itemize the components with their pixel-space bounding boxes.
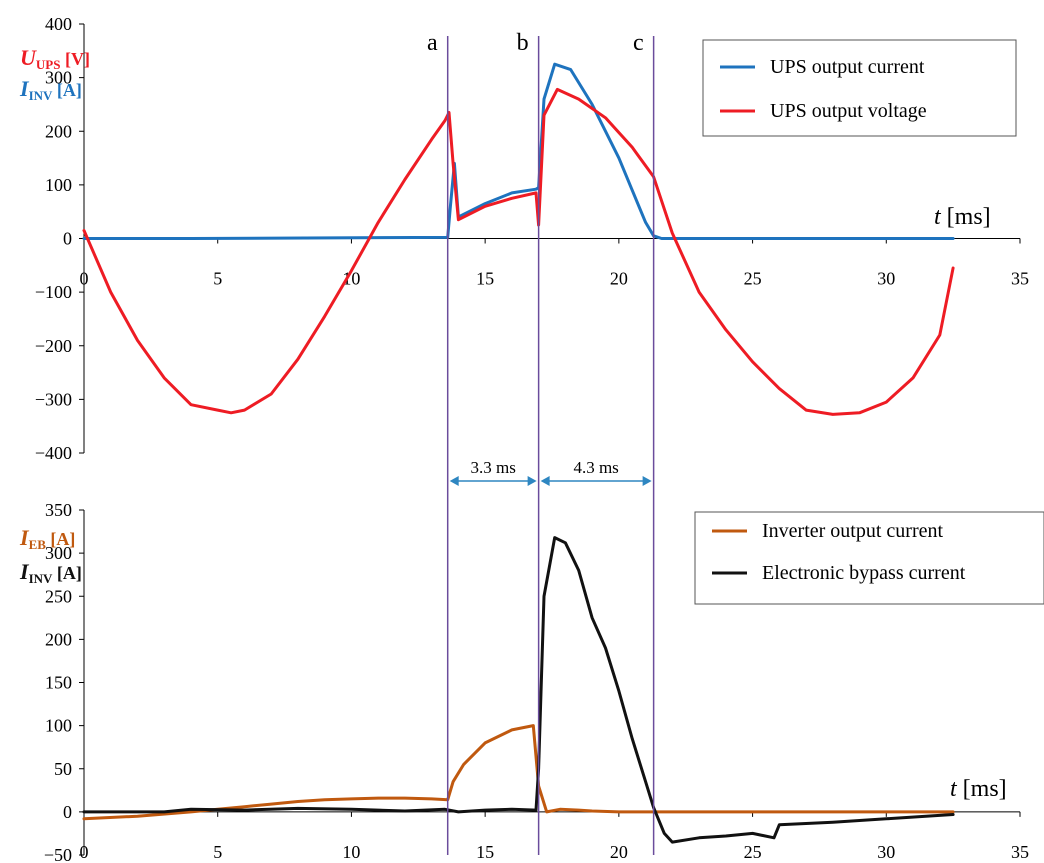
x-tick-label: 35	[1011, 842, 1029, 862]
x-tick-label: 20	[610, 842, 628, 862]
y-tick-label: −300	[35, 389, 72, 409]
y-tick-label: 0	[63, 229, 72, 249]
legend-label-2: UPS output voltage	[770, 100, 927, 122]
marker-label-a: a	[427, 30, 438, 56]
y-axis-label-2: IINV [A]	[19, 559, 82, 586]
y-tick-label: −400	[35, 443, 72, 463]
interval-arrowhead-left-1	[449, 476, 459, 486]
chart-top-voltage-current: −400 −300 −200 −100 0 100 200 300 400 0 5 10 15 20 25 3…	[19, 14, 1029, 463]
y-axis-label-1: IEB [A]	[19, 525, 75, 552]
marker-label-b: b	[517, 30, 529, 56]
interval-arrowhead-left-2	[540, 476, 550, 486]
interval-label-1: 3.3 ms	[470, 458, 515, 477]
x-tick-label: 5	[213, 269, 222, 289]
y-tick-label: −100	[35, 282, 72, 302]
y-tick-label: 150	[45, 673, 72, 693]
legend-label-2: Electronic bypass current	[762, 562, 966, 584]
x-tick-label: 10	[342, 269, 360, 289]
legend-label-1: UPS output current	[770, 56, 925, 78]
x-tick-label: 25	[744, 842, 762, 862]
series-line-2	[82, 536, 955, 844]
y-tick-label: −200	[35, 336, 72, 356]
legend-label-1: Inverter output current	[762, 520, 943, 542]
x-axis-label: t [ms]	[934, 204, 991, 230]
legend-box	[694, 511, 1044, 605]
y-tick-label: 400	[45, 14, 72, 34]
y-tick-label: 100	[45, 716, 72, 736]
x-tick-label: 20	[610, 269, 628, 289]
x-tick-label: 30	[877, 842, 895, 862]
y-tick-label: 300	[45, 68, 72, 88]
y-tick-label: −50	[44, 845, 72, 863]
interval-label-2: 4.3 ms	[573, 458, 618, 477]
x-tick-label: 0	[80, 269, 89, 289]
y-tick-label: 200	[45, 121, 72, 141]
y-axis-label-2: IINV [A]	[19, 76, 82, 103]
interval-arrowhead-right-1	[527, 476, 537, 486]
y-tick-label: 200	[45, 629, 72, 649]
x-axis-label: t [ms]	[950, 776, 1007, 802]
marker-label-c: c	[633, 30, 644, 56]
series-line-1	[82, 724, 955, 821]
x-tick-label: 35	[1011, 269, 1029, 289]
y-tick-label: 50	[54, 759, 72, 779]
x-tick-label: 15	[476, 842, 494, 862]
y-tick-label: 0	[63, 802, 72, 822]
event-markers: a b c 3.3 ms 4.3 ms	[427, 30, 655, 855]
legend-box	[702, 39, 1017, 137]
x-tick-label: 25	[744, 269, 762, 289]
x-tick-label: 10	[342, 842, 360, 862]
chart-bottom-inverter-bypass: −50 0 50 100 150 200 250 300 350 0 5 10 15 20 25 30 35 t …	[19, 500, 1044, 863]
x-tick-label: 30	[877, 269, 895, 289]
series-line-2	[82, 87, 955, 416]
y-tick-label: 250	[45, 586, 72, 606]
x-tick-label: 5	[213, 842, 222, 862]
y-tick-label: 100	[45, 175, 72, 195]
y-axis-label-1: UUPS [V]	[20, 45, 90, 72]
x-tick-label: 15	[476, 269, 494, 289]
interval-arrowhead-right-2	[642, 476, 652, 486]
y-tick-label: 350	[45, 500, 72, 520]
x-tick-label: 0	[80, 842, 89, 862]
y-tick-label: 300	[45, 543, 72, 563]
